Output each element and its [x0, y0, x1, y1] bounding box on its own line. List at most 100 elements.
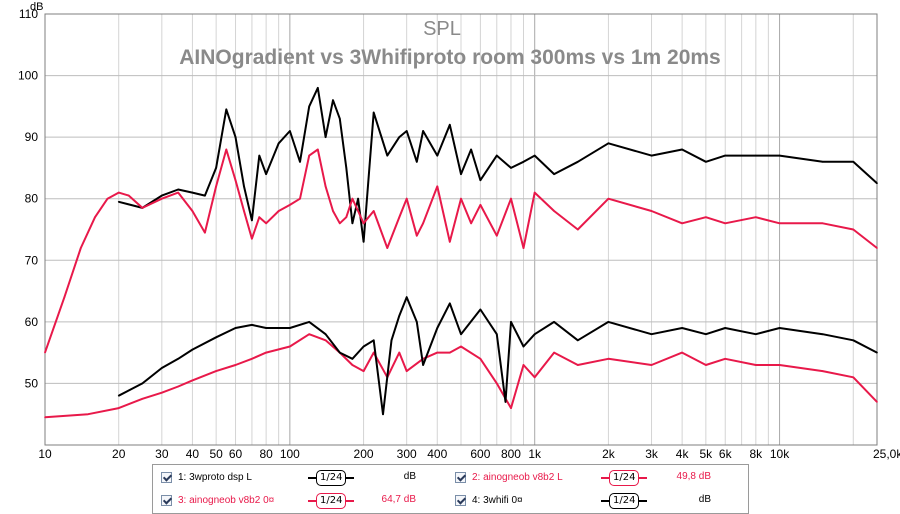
series-point-4	[362, 345, 365, 348]
axis-ticks: 110 100 90 80 70 60 50 10 20 30 40 50 60 80 100 200 300 4…	[18, 7, 900, 461]
x-tick-label: 6k	[719, 447, 733, 461]
series-point-4	[382, 413, 384, 416]
smoothing-selector-3[interactable]: 1/24	[308, 493, 355, 509]
series-point-3	[510, 407, 512, 409]
series-point-1	[650, 154, 653, 157]
series-point-4	[510, 321, 512, 323]
series-point-2	[339, 222, 341, 225]
y-axis-unit: dB	[30, 1, 43, 13]
series-point-1	[470, 148, 472, 151]
series-point-1	[876, 182, 878, 185]
series-point-4	[161, 367, 163, 369]
x-tick-label: 20	[112, 447, 126, 461]
legend-panel: 1: 3wproto dsp L 1/24 dB 2: ainogneob v8…	[152, 464, 749, 514]
series-point-1	[299, 161, 301, 163]
legend-label-3: 3: ainogneob v8b2 0¤	[178, 494, 275, 506]
series-point-2	[362, 222, 365, 225]
series-point-4	[504, 401, 507, 403]
series-point-3	[289, 345, 291, 348]
series-point-3	[479, 358, 482, 360]
y-tick-label: 70	[25, 253, 39, 267]
series-point-1	[398, 136, 401, 138]
series-point-2	[479, 204, 482, 206]
series-point-1	[308, 105, 311, 108]
series-point-1	[533, 154, 536, 157]
series-point-1	[522, 161, 525, 163]
series-point-3	[177, 385, 179, 388]
smoothing-selector-2[interactable]: 1/24	[601, 470, 648, 486]
series-point-1	[422, 130, 424, 132]
series-point-1	[324, 136, 327, 138]
grid-lines	[45, 14, 877, 445]
series-point-2	[398, 216, 401, 218]
series-point-4	[724, 327, 726, 329]
series-point-3	[778, 364, 781, 366]
x-tick-label: 300	[397, 447, 417, 461]
series-point-2	[299, 197, 301, 200]
series-point-4	[289, 327, 291, 329]
series-point-4	[607, 321, 610, 323]
series-lines	[44, 86, 878, 419]
x-tick-label: 5k	[700, 447, 714, 461]
series-point-3	[405, 370, 408, 372]
series-point-1	[204, 194, 206, 197]
series-point-4	[234, 327, 237, 329]
series-point-2	[681, 222, 683, 225]
series-point-4	[215, 336, 217, 339]
x-tick-label: 200	[354, 447, 374, 461]
series-point-2	[351, 197, 354, 200]
series-point-2	[243, 210, 245, 212]
series-point-4	[681, 327, 683, 329]
series-point-2	[705, 216, 707, 218]
legend-item-2[interactable]: 2: ainogneob v8b2 L	[455, 467, 563, 487]
smoothing-selector-4[interactable]: 1/24	[601, 493, 648, 509]
x-tick-label: 2k	[602, 447, 616, 461]
series-point-2	[876, 247, 878, 249]
series-point-2	[724, 222, 726, 225]
x-tick-label: 800	[501, 447, 521, 461]
series-point-2	[607, 197, 610, 200]
smoothing-selector-1[interactable]: 1/24	[308, 470, 355, 486]
series-point-4	[778, 327, 781, 329]
series-point-2	[522, 247, 525, 249]
series-point-1	[191, 191, 194, 194]
legend-checkbox-3[interactable]	[161, 494, 172, 506]
series-point-2	[357, 210, 359, 212]
legend-item-1[interactable]: 1: 3wproto dsp L	[161, 467, 252, 487]
smoothing-label-4: 1/24	[609, 493, 640, 509]
legend-checkbox-2[interactable]	[455, 471, 466, 483]
series-point-2	[317, 148, 319, 151]
series-point-3	[161, 391, 163, 394]
y-tick-label: 100	[18, 69, 38, 83]
series-point-2	[308, 154, 311, 157]
legend-item-3[interactable]: 3: ainogneob v8b2 0¤	[161, 490, 274, 510]
series-point-2	[128, 194, 130, 197]
series-point-3	[553, 351, 555, 354]
x-tick-label: 10k	[770, 447, 790, 461]
series-point-3	[372, 351, 375, 354]
series-point-1	[177, 188, 179, 191]
series-point-4	[308, 321, 311, 323]
legend-unit-4: dB	[698, 494, 711, 505]
legend-checkbox-1[interactable]	[161, 471, 172, 483]
legend-checkbox-4[interactable]	[455, 494, 466, 506]
series-point-2	[436, 185, 439, 188]
series-point-3	[821, 370, 824, 372]
series-point-4	[422, 364, 424, 366]
series-point-1	[510, 167, 512, 169]
series-point-2	[177, 191, 179, 194]
smoothing-label-1: 1/24	[316, 470, 347, 486]
x-tick-label: 1k	[528, 447, 542, 461]
legend-item-4[interactable]: 4: 3whifi 0¤	[455, 490, 523, 510]
series-point-1	[386, 154, 389, 157]
x-tick-label: 50	[209, 447, 223, 461]
series-point-4	[876, 351, 878, 354]
series-point-1	[362, 241, 365, 243]
series-point-1	[317, 87, 319, 89]
series-point-2	[422, 222, 424, 225]
series-point-4	[390, 339, 393, 342]
x-tick-label: 40	[186, 447, 200, 461]
series-point-1	[852, 161, 855, 163]
series-point-3	[215, 370, 217, 372]
series-line-3	[44, 333, 878, 419]
